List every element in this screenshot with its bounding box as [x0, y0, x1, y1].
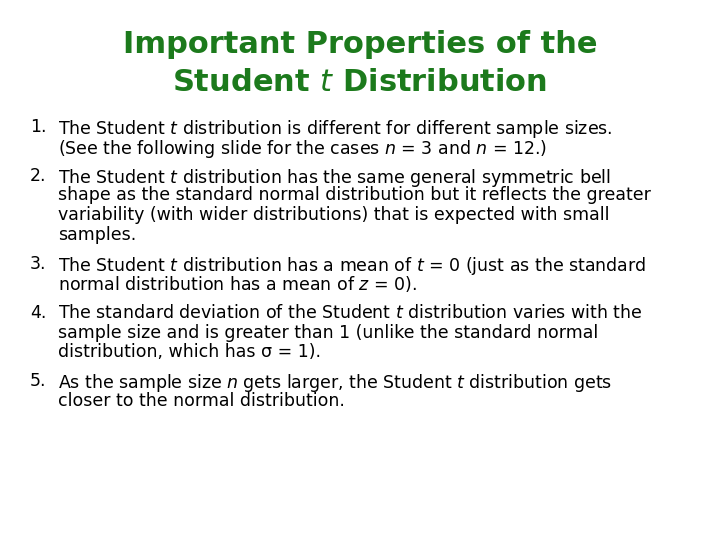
- Text: distribution, which has σ = 1).: distribution, which has σ = 1).: [58, 343, 321, 361]
- Text: The standard deviation of the Student $t$ distribution varies with the: The standard deviation of the Student $t…: [58, 304, 642, 322]
- Text: 5.: 5.: [30, 373, 47, 390]
- Text: As the sample size $n$ gets larger, the Student $t$ distribution gets: As the sample size $n$ gets larger, the …: [58, 373, 612, 395]
- Text: Important Properties of the: Important Properties of the: [122, 30, 598, 59]
- Text: 3.: 3.: [30, 255, 47, 273]
- Text: variability (with wider distributions) that is expected with small: variability (with wider distributions) t…: [58, 206, 610, 224]
- Text: sample size and is greater than 1 (unlike the standard normal: sample size and is greater than 1 (unlik…: [58, 323, 598, 341]
- Text: The Student $t$ distribution is different for different sample sizes.: The Student $t$ distribution is differen…: [58, 118, 613, 140]
- Text: 1.: 1.: [30, 118, 47, 136]
- Text: samples.: samples.: [58, 226, 136, 244]
- Text: The Student $t$ distribution has a mean of $t$ = 0 (just as the standard: The Student $t$ distribution has a mean …: [58, 255, 647, 277]
- Text: shape as the standard normal distribution but it reflects the greater: shape as the standard normal distributio…: [58, 186, 651, 205]
- Text: 4.: 4.: [30, 304, 46, 322]
- Text: closer to the normal distribution.: closer to the normal distribution.: [58, 392, 345, 410]
- Text: normal distribution has a mean of $z$ = 0).: normal distribution has a mean of $z$ = …: [58, 274, 417, 294]
- Text: 2.: 2.: [30, 167, 47, 185]
- Text: Student $t$ Distribution: Student $t$ Distribution: [173, 68, 547, 97]
- Text: The Student $t$ distribution has the same general symmetric bell: The Student $t$ distribution has the sam…: [58, 167, 611, 189]
- Text: (See the following slide for the cases $n$ = 3 and $n$ = 12.): (See the following slide for the cases $…: [58, 138, 547, 159]
